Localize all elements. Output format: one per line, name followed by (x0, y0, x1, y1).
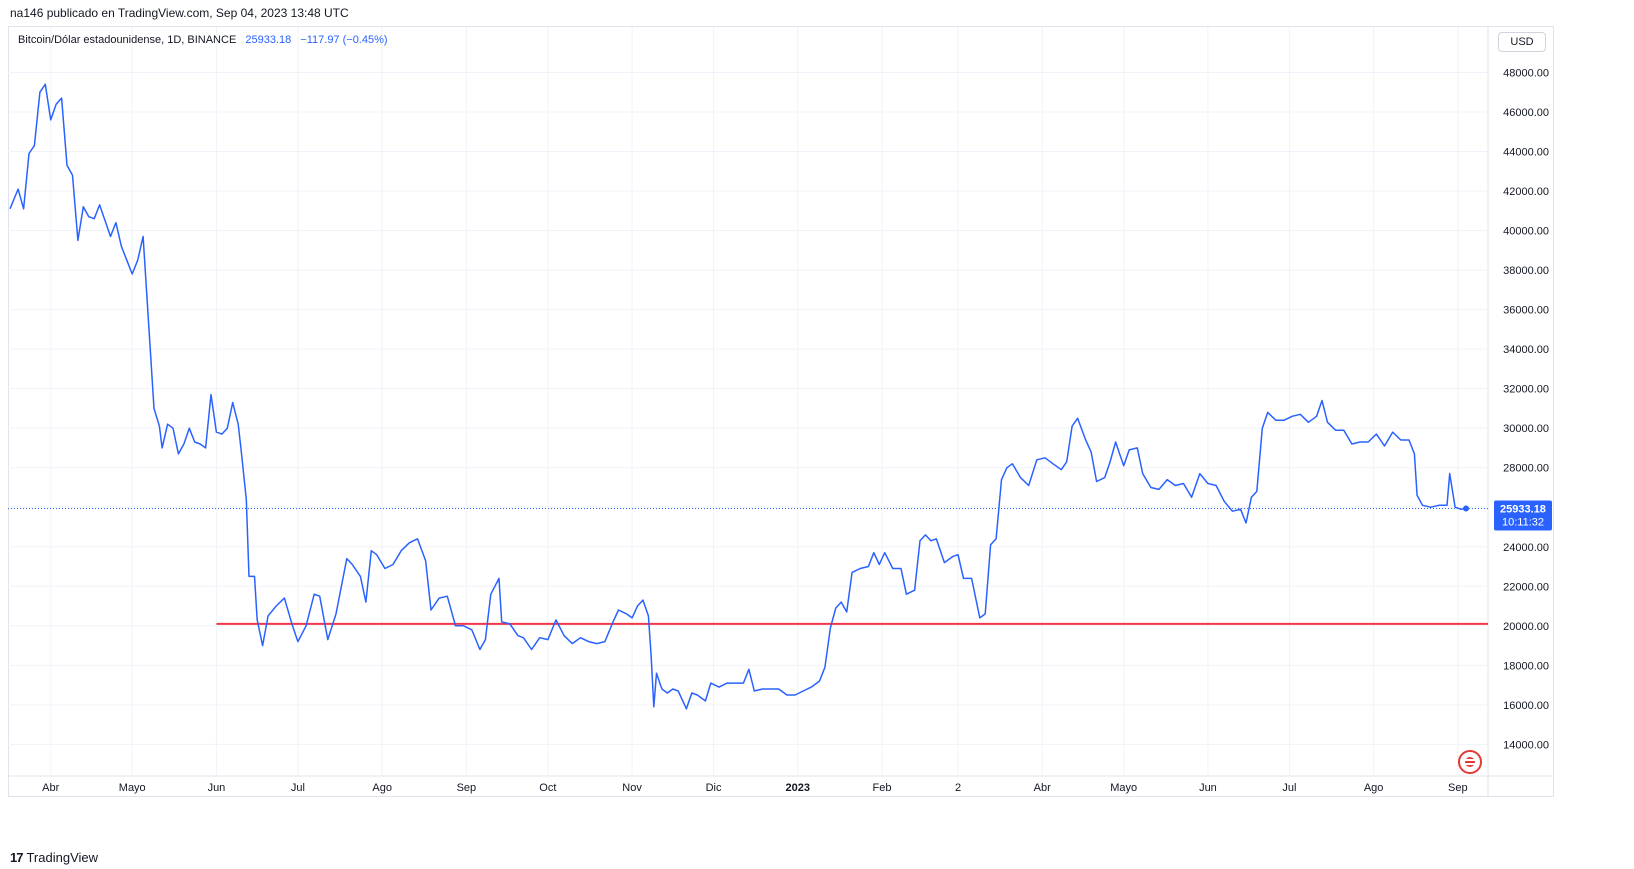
price-axis: 14000.00 16000.00 18000.00 20000.00 22000.00… (1503, 67, 1549, 751)
x-tick-label: Oct (539, 782, 556, 794)
y-tick-label: 30000.00 (1503, 423, 1549, 435)
y-tick-label: 20000.00 (1503, 621, 1549, 633)
x-tick-label: Feb (872, 782, 891, 794)
y-tick-label: 14000.00 (1503, 739, 1549, 751)
last-price-value: 25933.18 (1500, 504, 1546, 516)
grid-lines (8, 27, 1554, 797)
x-tick-label: Jun (208, 782, 226, 794)
y-tick-label: 38000.00 (1503, 265, 1549, 277)
x-tick-label: Sep (457, 782, 477, 794)
tradingview-logo-icon: 17 (10, 850, 24, 865)
symbol-change: −117.97 (−0.45%) (300, 34, 388, 46)
price-series-line (9, 83, 1467, 710)
x-tick-label: Sep (1448, 782, 1468, 794)
y-tick-label: 24000.00 (1503, 542, 1549, 554)
bar-countdown: 10:11:32 (1502, 517, 1544, 529)
y-tick-label: 22000.00 (1503, 581, 1549, 593)
x-tick-label: Abr (1034, 782, 1051, 794)
publication-header: na146 publicado en TradingView.com, Sep … (10, 6, 349, 20)
y-tick-label: 18000.00 (1503, 660, 1549, 672)
y-tick-label: 42000.00 (1503, 186, 1549, 198)
footer-brand[interactable]: 17 TradingView (10, 850, 98, 865)
x-tick-label: Jul (1282, 782, 1296, 794)
symbol-legend: Bitcoin/Dólar estadounidense, 1D, BINANC… (18, 34, 388, 46)
x-tick-label: Abr (42, 782, 59, 794)
x-tick-label: Nov (622, 782, 642, 794)
x-tick-label: Dic (706, 782, 722, 794)
y-tick-label: 16000.00 (1503, 700, 1549, 712)
last-price-dot (1463, 505, 1469, 512)
us-flag-icon[interactable] (1458, 750, 1482, 774)
x-tick-label: Jun (1199, 782, 1217, 794)
y-tick-label: 34000.00 (1503, 344, 1549, 356)
x-tick-label: 2 (955, 782, 961, 794)
x-tick-label: Ago (372, 782, 392, 794)
y-tick-label: 48000.00 (1503, 67, 1549, 79)
y-tick-label: 40000.00 (1503, 226, 1549, 238)
x-tick-label: Ago (1364, 782, 1384, 794)
symbol-name: Bitcoin/Dólar estadounidense, 1D, BINANC… (18, 34, 237, 46)
y-tick-label: 36000.00 (1503, 305, 1549, 317)
time-axis: Abr Mayo Jun Jul Ago Sep Oct Nov Dic 2023 Feb 2 Abr M… (42, 782, 1467, 794)
y-tick-label: 28000.00 (1503, 463, 1549, 475)
x-tick-label: Mayo (119, 782, 146, 794)
x-tick-label: Mayo (1110, 782, 1137, 794)
y-tick-label: 44000.00 (1503, 147, 1549, 159)
x-tick-label: Jul (291, 782, 305, 794)
y-tick-label: 32000.00 (1503, 384, 1549, 396)
y-tick-label: 46000.00 (1503, 107, 1549, 119)
x-tick-label: 2023 (786, 782, 810, 794)
last-price-label: 25933.18 10:11:32 (1494, 500, 1552, 531)
symbol-last-price: 25933.18 (245, 34, 292, 46)
brand-name: TradingView (26, 850, 99, 865)
chart-frame (8, 26, 1554, 797)
currency-button[interactable]: USD (1498, 32, 1546, 52)
